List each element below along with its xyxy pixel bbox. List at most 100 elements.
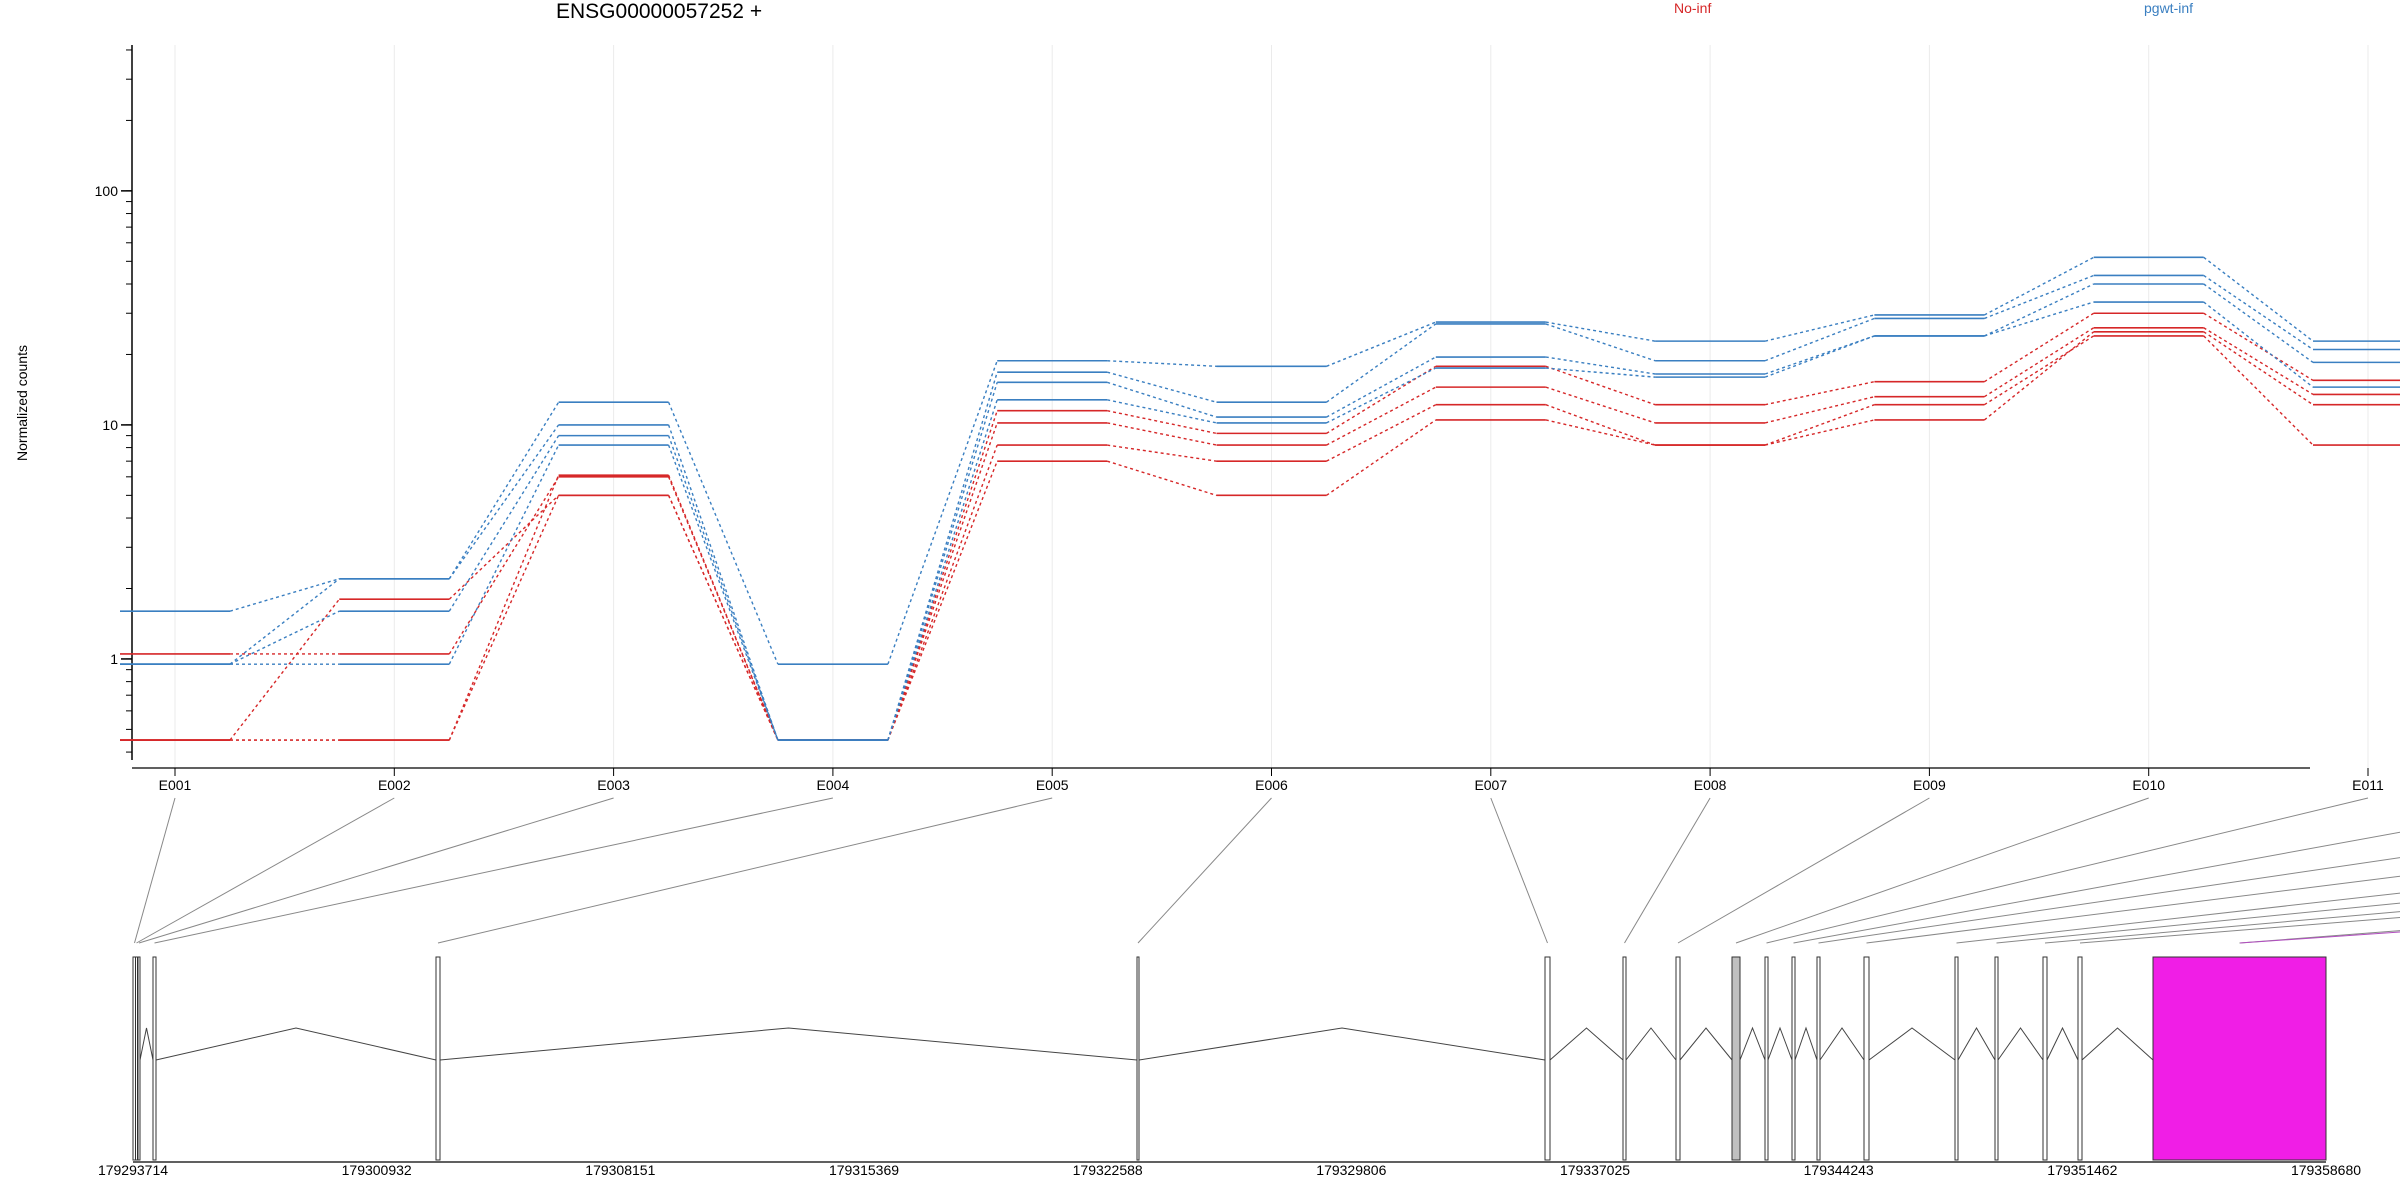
data-connector <box>2203 274 2314 351</box>
data-connector <box>2203 335 2314 446</box>
data-connector <box>1107 360 1217 367</box>
data-connector <box>1107 444 1217 462</box>
intron <box>1138 1027 1546 1061</box>
series-pgwt-inf <box>120 283 2400 741</box>
exon-link <box>1624 797 1711 944</box>
exon-link <box>1766 797 2369 944</box>
genomic-tick-label: 179337025 <box>1560 1162 1630 1178</box>
data-connector <box>1983 331 2095 421</box>
intron <box>439 1027 1138 1061</box>
exon-box <box>1863 956 1870 1161</box>
intron <box>2046 1026 2079 1061</box>
data-connector <box>1764 317 1875 362</box>
series-pgwt-inf <box>120 301 2400 741</box>
data-connector <box>1107 399 1217 424</box>
exon-link <box>1793 831 2400 944</box>
exon-box <box>1816 956 1821 1161</box>
data-connector <box>229 610 340 665</box>
data-connector <box>1984 312 2095 383</box>
data-connector <box>2203 283 2314 363</box>
intron <box>1957 1027 1996 1061</box>
exon-link <box>437 797 1053 944</box>
data-connector <box>448 476 560 655</box>
data-connector <box>229 598 340 741</box>
intron <box>1679 1027 1733 1061</box>
data-connector <box>1107 371 1217 403</box>
exon-link <box>154 797 834 944</box>
intron <box>1819 1027 1865 1061</box>
data-connector <box>1764 380 1875 406</box>
data-connector <box>667 424 779 741</box>
data-connector <box>1764 419 1875 446</box>
data-connector <box>448 494 560 600</box>
exon-box <box>152 956 157 1161</box>
exon-box <box>2077 956 2083 1161</box>
data-connector <box>667 444 779 741</box>
genomic-tick-label: 179329806 <box>1316 1162 1386 1178</box>
intron <box>1625 1027 1677 1061</box>
exon-link <box>2044 911 2400 944</box>
x-tick-label: E003 <box>597 777 630 793</box>
series-No-inf <box>120 330 2400 741</box>
data-connector <box>1984 283 2095 337</box>
data-connector <box>1326 419 1437 496</box>
data-connector <box>1545 404 1656 446</box>
exon-box <box>1731 956 1741 1161</box>
data-connector <box>2203 256 2314 342</box>
data-connector <box>1984 327 2095 398</box>
data-connector <box>1106 381 1217 418</box>
intron <box>155 1027 437 1061</box>
data-connector <box>887 360 998 665</box>
data-connector <box>1764 314 1875 342</box>
data-connector <box>1107 422 1217 446</box>
data-connector <box>448 435 560 612</box>
legend-pgwt-inf: pgwt-inf <box>2144 0 2194 16</box>
y-tick-label: 100 <box>95 183 119 199</box>
exon-box <box>1994 956 1999 1161</box>
intron <box>2081 1027 2154 1061</box>
data-connector <box>448 401 560 580</box>
data-connector <box>1106 460 1217 497</box>
exon-link <box>1818 857 2400 944</box>
data-connector <box>887 444 998 741</box>
data-connector <box>887 422 998 741</box>
data-connector <box>887 371 998 741</box>
data-connector <box>229 578 340 612</box>
x-tick-label: E010 <box>2132 777 2165 793</box>
series-pgwt-inf <box>120 274 2400 741</box>
exon-box <box>1764 956 1769 1161</box>
x-tick-label: E006 <box>1255 777 1288 793</box>
genomic-tick-label: 179315369 <box>829 1162 899 1178</box>
data-connector <box>1984 335 2095 406</box>
data-connector <box>2203 301 2314 388</box>
exon-link <box>134 797 176 944</box>
y-axis-label: Normalized counts <box>14 345 30 461</box>
genomic-tick-label: 179351462 <box>2047 1162 2117 1178</box>
y-tick-label: 1 <box>110 651 118 667</box>
y-tick-label: 10 <box>102 417 118 433</box>
intron <box>1739 1026 1766 1061</box>
data-connector <box>1764 404 1875 446</box>
exon-box <box>1954 956 1959 1161</box>
intron <box>1868 1027 1956 1061</box>
exon-link <box>1866 875 2400 944</box>
exon-box <box>1675 956 1681 1161</box>
exon-box <box>1791 956 1796 1161</box>
data-connector <box>887 382 998 741</box>
data-connector <box>2203 327 2314 395</box>
chart-title: ENSG00000057252 + <box>556 0 763 23</box>
exon-link <box>1490 797 1548 944</box>
exon-link <box>1137 797 1272 944</box>
data-connector <box>1326 386 1437 446</box>
genomic-tick-label: 179308151 <box>585 1162 655 1178</box>
data-connector <box>448 474 560 741</box>
genomic-tick-label: 179358680 <box>2291 1162 2361 1178</box>
x-tick-label: E011 <box>2352 777 2384 793</box>
x-tick-label: E004 <box>817 777 850 793</box>
exon-box <box>2152 956 2327 1161</box>
intron <box>1997 1027 2044 1061</box>
x-tick-label: E008 <box>1694 777 1727 793</box>
exon-box <box>135 956 138 1161</box>
data-connector <box>448 495 560 741</box>
